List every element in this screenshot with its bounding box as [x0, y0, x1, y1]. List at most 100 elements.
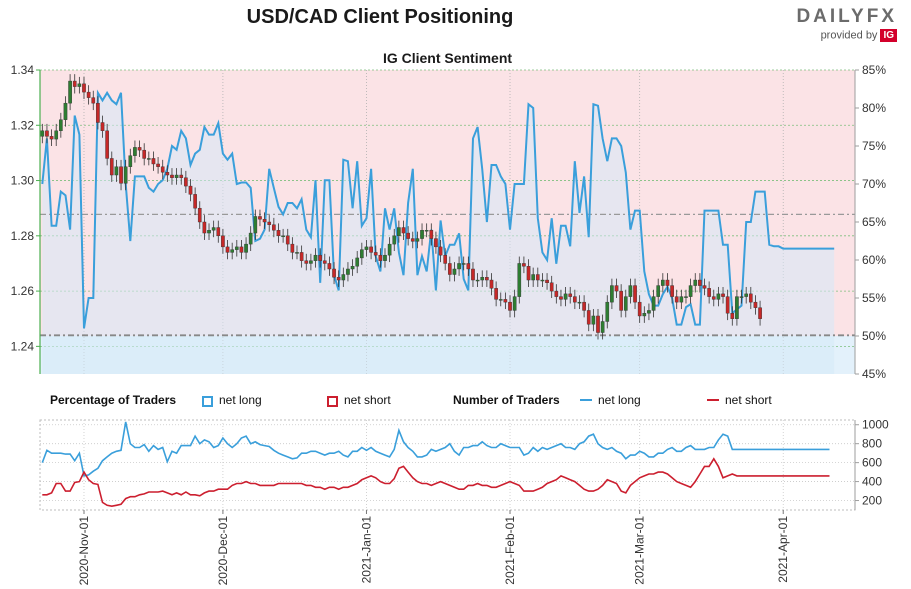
candle-body: [392, 235, 397, 245]
candle-body: [582, 301, 586, 311]
candle-body: [665, 279, 670, 286]
candle-body: [489, 279, 494, 289]
candle-body: [623, 296, 628, 311]
right-tick-label: 55%: [862, 291, 886, 305]
candle-body: [202, 221, 207, 234]
candle-body: [364, 246, 369, 250]
candle-body: [272, 224, 276, 231]
candle-body: [313, 254, 318, 261]
x-tick-group: 2021-Apr-01: [776, 516, 790, 583]
candle-body: [332, 268, 336, 278]
x-tick-group: 2021-Feb-01: [503, 516, 517, 585]
bottom-tick-label: 200: [862, 494, 882, 508]
candle-body: [105, 130, 109, 159]
net-short-swatch-icon: [327, 396, 338, 407]
right-tick-label: 70%: [862, 177, 886, 191]
candle-body: [72, 80, 77, 87]
candle-body: [457, 263, 461, 270]
candle-body: [447, 263, 452, 275]
candle-body: [540, 279, 545, 282]
candle-body: [244, 243, 248, 253]
candle-body: [651, 296, 656, 311]
candle-body: [68, 80, 72, 104]
candle-body: [480, 277, 485, 281]
candle-body: [96, 102, 100, 123]
candle-body: [725, 296, 730, 314]
candle-body: [711, 296, 716, 300]
x-tick-label: 2021-Mar-01: [633, 516, 647, 585]
bottom-tick-label: 600: [862, 456, 882, 470]
candle-body: [730, 313, 735, 319]
x-tick-label: 2021-Apr-01: [776, 516, 790, 583]
candle-body: [267, 221, 272, 225]
candle-body: [299, 252, 304, 261]
candle-body: [109, 158, 114, 176]
candle-body: [494, 288, 498, 300]
candle-body: [137, 147, 142, 151]
right-tick-label: 65%: [862, 215, 886, 229]
candle-body: [225, 246, 230, 253]
left-tick-label: 1.32: [11, 118, 35, 132]
candle-body: [679, 296, 684, 303]
bottom-panel-frame: [39, 419, 856, 511]
candle-body: [535, 274, 540, 281]
candle-body: [498, 299, 503, 301]
percent-long-line: [41, 89, 835, 329]
candle-body: [170, 174, 174, 178]
candle-body: [262, 219, 267, 223]
candle-body: [86, 91, 91, 98]
legend-num-net-long: net long: [580, 393, 641, 407]
candle-body: [114, 166, 119, 176]
candle-body: [642, 313, 647, 317]
candle-body: [63, 102, 68, 120]
candle-body: [406, 232, 410, 239]
candle-body: [517, 263, 522, 297]
candle-body: [100, 122, 105, 132]
candle-body: [429, 230, 434, 239]
candle-body: [586, 310, 591, 325]
candle-body: [466, 263, 471, 270]
candle-body: [91, 97, 96, 104]
candle-body: [475, 279, 480, 282]
candle-body: [753, 301, 758, 308]
candle-body: [360, 249, 364, 259]
candle-body: [693, 279, 698, 286]
candle-body: [688, 285, 693, 297]
x-tick-group: 2021-Jan-01: [359, 516, 373, 584]
candle-body: [434, 238, 438, 248]
x-tick-group: 2021-Mar-01: [633, 516, 647, 585]
candle-body: [526, 266, 531, 281]
legend-percentage-title: Percentage of Traders: [50, 393, 177, 407]
candle-body: [309, 260, 313, 264]
net-long-line-icon: [580, 399, 592, 401]
legend-pct-net-short: net short: [327, 393, 391, 407]
candle-body: [156, 163, 160, 167]
bottom-tick-label: 800: [862, 437, 882, 451]
candle-body: [698, 279, 702, 286]
candle-body: [295, 252, 299, 254]
num-net-short-line: [42, 457, 830, 508]
candle-body: [378, 254, 383, 261]
candle-body: [59, 119, 63, 131]
candle-body: [304, 260, 309, 264]
candle-body: [327, 263, 332, 270]
percent-long-area: [42, 92, 835, 375]
candle-body: [415, 238, 420, 242]
left-tick-label: 1.30: [11, 174, 35, 188]
candle-body: [721, 293, 725, 297]
candle-body: [142, 149, 147, 159]
bottom-tick-label: 1000: [862, 418, 889, 432]
x-tick-label: 2020-Dec-01: [216, 516, 230, 586]
candle-body: [322, 260, 327, 264]
candle-body: [290, 243, 295, 253]
candle-body: [179, 174, 184, 178]
candle-body: [221, 235, 225, 248]
candle-body: [401, 227, 406, 234]
candle-body: [674, 296, 679, 303]
candle-body: [554, 290, 559, 297]
candle-body: [184, 177, 188, 187]
left-tick-label: 1.24: [11, 339, 35, 353]
candle-body: [258, 216, 262, 220]
candle-body: [346, 268, 350, 275]
candle-body: [193, 194, 197, 209]
